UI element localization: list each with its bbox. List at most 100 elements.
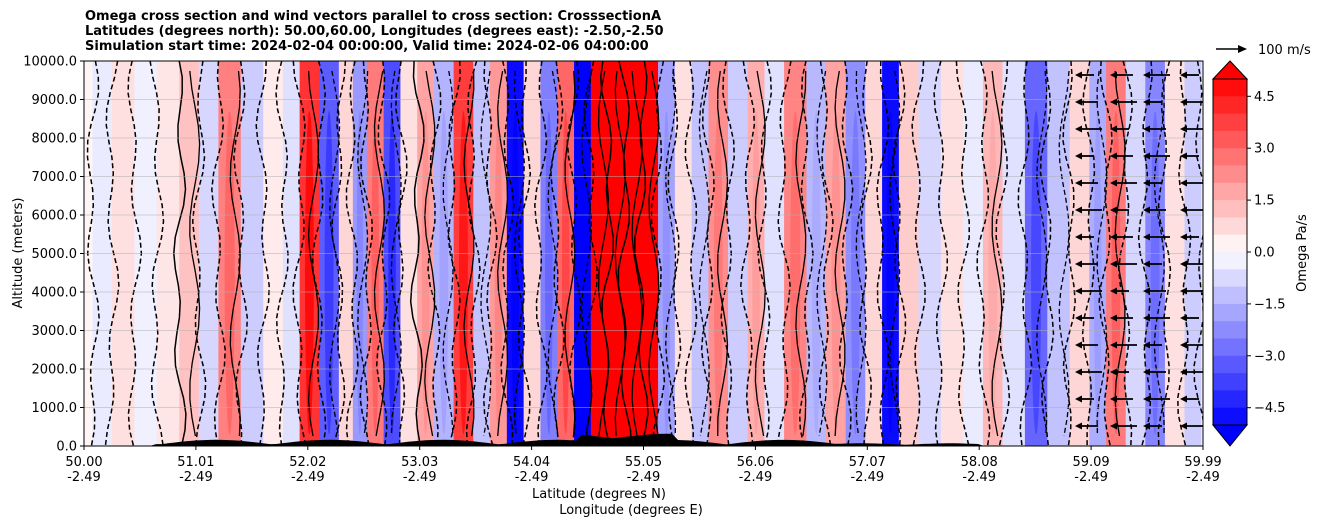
- wind-vector-head: [1180, 260, 1187, 268]
- terrain: [84, 433, 1203, 446]
- colorbar-segment: [1213, 217, 1247, 236]
- x-tick-label-longitude: -2.49: [627, 470, 661, 485]
- title-line-1: Omega cross section and wind vectors par…: [85, 9, 662, 24]
- colorbar-segment: [1213, 407, 1247, 426]
- colorbar-segment: [1213, 165, 1247, 184]
- colorbar-segment: [1213, 303, 1247, 322]
- wind-vector-head: [1143, 287, 1150, 295]
- x-tick-label-longitude: -2.49: [67, 470, 101, 485]
- wind-vector-head: [1180, 368, 1187, 376]
- colorbar-segment: [1213, 286, 1247, 305]
- wind-vector-head: [1075, 287, 1082, 295]
- y-axis-label: Altitude (meters): [11, 198, 26, 309]
- wind-vector-head: [1075, 260, 1082, 268]
- x-tick-label-longitude: -2.49: [403, 470, 437, 485]
- x-tick-label-longitude: -2.49: [962, 470, 996, 485]
- colorbar-segment: [1213, 182, 1247, 201]
- y-tick-label: 5000.0: [32, 247, 78, 262]
- wind-vector-head: [1075, 395, 1082, 403]
- colorbar-segment: [1213, 130, 1247, 149]
- wind-vector-head: [1110, 233, 1117, 241]
- wind-vector-head: [1143, 422, 1150, 430]
- wind-vector-head: [1110, 179, 1117, 187]
- colorbar-segment: [1213, 355, 1247, 374]
- wind-vector-head: [1143, 206, 1150, 214]
- wind-vector-head: [1143, 314, 1150, 322]
- grid-lines: [84, 99, 1203, 408]
- colorbar-segment: [1213, 390, 1247, 409]
- y-tick-label: 4000.0: [32, 286, 78, 301]
- colorbar-segment: [1213, 148, 1247, 166]
- wind-vector-head: [1180, 98, 1187, 106]
- omega-core: [988, 111, 998, 435]
- wind-vector-head: [1075, 422, 1082, 430]
- x-tick-label-longitude: -2.49: [1186, 470, 1220, 485]
- terrain-silhouette: [84, 433, 1203, 446]
- omega-core: [851, 111, 860, 435]
- wind-vector-head: [1110, 395, 1117, 403]
- x-tick-label-longitude: -2.49: [179, 470, 213, 485]
- wind-vector-head: [1180, 341, 1187, 349]
- wind-vector-head: [1075, 314, 1082, 322]
- x-axis-label-longitude: Longitude (degrees E): [559, 503, 703, 518]
- wind-vector-head: [1180, 233, 1187, 241]
- colorbar-tick-label: −3.0: [1254, 349, 1286, 364]
- x-tick-label-latitude: 56.06: [737, 455, 774, 470]
- colorbar: 4.5 3.0 1.5 0.0 −1.5 −3.0 −4.5: [1211, 60, 1286, 447]
- omega-core: [511, 111, 520, 435]
- contour-line: [357, 70, 369, 437]
- colorbar-tick-label: 3.0: [1254, 142, 1275, 157]
- wind-vector-head: [1075, 125, 1082, 133]
- omega-core: [629, 111, 637, 435]
- colorbar-segment: [1213, 373, 1247, 391]
- contour-line: [513, 70, 526, 437]
- x-tick-label-longitude: -2.49: [1074, 470, 1108, 485]
- colorbar-segment: [1213, 113, 1247, 132]
- title-line-2: Latitudes (degrees north): 50.00,60.00, …: [85, 24, 664, 39]
- y-tick-label: 1000.0: [32, 401, 78, 416]
- quiver-key: 100 m/s: [1216, 43, 1311, 58]
- wind-vector-head: [1180, 395, 1187, 403]
- omega-core: [305, 111, 314, 435]
- omega-core: [494, 111, 503, 435]
- x-tick-label-latitude: 52.02: [289, 455, 326, 470]
- x-tick-label-latitude: 59.09: [1072, 455, 1109, 470]
- wind-vector-head: [1075, 71, 1082, 79]
- colorbar-tick-label: −4.5: [1254, 401, 1286, 416]
- wind-vector-head: [1143, 341, 1150, 349]
- x-tick-label-latitude: 59.99: [1184, 455, 1221, 470]
- wind-vector-head: [1110, 368, 1117, 376]
- wind-vector-head: [1180, 314, 1187, 322]
- wind-vector-head: [1110, 341, 1117, 349]
- quiver-key-arrow-icon: [1238, 45, 1247, 53]
- x-axis: 50.00-2.4951.01-2.4952.02-2.4953.03-2.49…: [65, 446, 1222, 485]
- wind-vector-head: [1180, 422, 1187, 430]
- omega-core: [1031, 111, 1042, 435]
- wind-vector-head: [1075, 368, 1082, 376]
- wind-vector-head: [1143, 98, 1150, 106]
- omega-core: [831, 111, 841, 435]
- y-tick-label: 2000.0: [32, 363, 78, 378]
- wind-vector-head: [1180, 152, 1187, 160]
- wind-vector-head: [1110, 98, 1117, 106]
- wind-vector-head: [1110, 422, 1117, 430]
- wind-vector-head: [1110, 71, 1117, 79]
- y-axis: 0.0 1000.0 2000.0 3000.0 4000.0 5000.0 6000.0 7…: [23, 55, 84, 455]
- wind-vector-head: [1075, 341, 1082, 349]
- y-tick-label: 9000.0: [32, 93, 78, 108]
- omega-core: [324, 111, 334, 435]
- x-tick-label-latitude: 53.03: [401, 455, 438, 470]
- omega-core: [1111, 111, 1121, 435]
- colorbar-extend-max: [1211, 60, 1249, 80]
- omega-core: [1150, 111, 1160, 435]
- colorbar-segment: [1213, 200, 1247, 218]
- omega-core: [545, 111, 553, 435]
- wind-vector-head: [1110, 125, 1117, 133]
- wind-vector-head: [1180, 206, 1187, 214]
- wind-vector-head: [1110, 260, 1117, 268]
- wind-vector-head: [1143, 125, 1150, 133]
- wind-vector-head: [1180, 287, 1187, 295]
- quiver-key-label: 100 m/s: [1258, 43, 1311, 58]
- colorbar-tick-label: 1.5: [1254, 194, 1275, 209]
